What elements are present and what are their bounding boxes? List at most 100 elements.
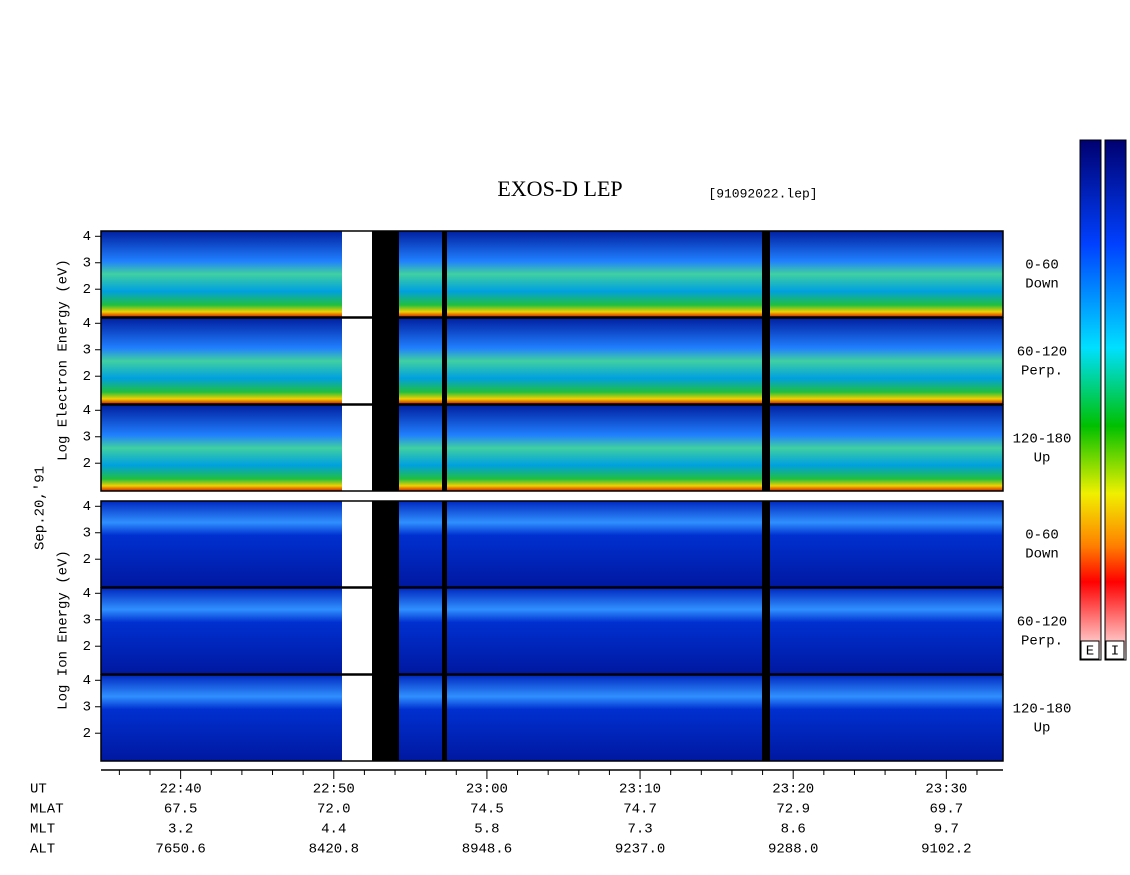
orbit-row-label: MLAT (30, 802, 64, 818)
colorbar-label: E (1086, 644, 1094, 660)
y-tick-label: 4 (83, 586, 91, 602)
y-tick-label: 3 (83, 429, 91, 445)
colorbar-label-box (1080, 640, 1100, 660)
x-tick-label: 23:30 (925, 782, 967, 798)
y-tick-label: 4 (83, 316, 91, 332)
panel-frame (100, 500, 1004, 588)
y-tick-label: 4 (83, 499, 91, 515)
panel-frame (100, 317, 1004, 405)
panel-direction: Perp. (1021, 634, 1063, 650)
x-tick-label: 23:00 (466, 782, 508, 798)
y-tick-label: 3 (83, 612, 91, 628)
y-tick-label: 2 (83, 282, 91, 298)
y-tick-label: 2 (83, 369, 91, 385)
y-tick-label: 4 (83, 403, 91, 419)
data-gap (442, 675, 447, 761)
electron-axis-label: Log Electron Energy (eV) (56, 259, 72, 461)
panel-angle: 120-180 (1013, 702, 1072, 718)
orbit-value: 5.8 (474, 822, 499, 838)
panel-angle: 120-180 (1013, 432, 1072, 448)
orbit-value: 9237.0 (615, 842, 665, 858)
chart-title: EXOS-D LEP (497, 176, 622, 201)
orbit-value: 9.7 (934, 822, 959, 838)
spectrogram-panel (101, 588, 1003, 674)
panel-direction: Up (1034, 451, 1051, 467)
data-gap (342, 318, 372, 404)
data-gap (342, 675, 372, 761)
file-label: [91092022.lep] (708, 186, 817, 201)
orbit-value: 8.6 (781, 822, 806, 838)
y-tick-label: 4 (83, 229, 91, 245)
data-gap (372, 675, 399, 761)
orbit-value: 74.5 (470, 802, 504, 818)
data-gap (762, 231, 770, 317)
data-gap (762, 405, 770, 491)
orbit-value: 74.7 (623, 802, 657, 818)
orbit-row-label: ALT (30, 842, 55, 858)
orbit-value: 69.7 (930, 802, 964, 818)
spectrogram-panel (101, 231, 1003, 317)
data-gap (372, 318, 399, 404)
ion-axis-label: Log Ion Energy (eV) (56, 550, 72, 710)
time-row-label: UT (30, 782, 47, 798)
y-tick-label: 3 (83, 255, 91, 271)
panel-direction: Down (1025, 277, 1059, 293)
orbit-value: 8420.8 (309, 842, 359, 858)
y-tick-label: 2 (83, 639, 91, 655)
data-gap (342, 588, 372, 674)
orbit-value: 7.3 (627, 822, 652, 838)
data-gap (762, 588, 770, 674)
y-tick-label: 2 (83, 456, 91, 472)
colorbar-label: I (1111, 644, 1119, 660)
orbit-value: 8948.6 (462, 842, 512, 858)
date-label: Sep.20,'91 (33, 466, 49, 550)
y-tick-label: 3 (83, 342, 91, 358)
data-gap (762, 318, 770, 404)
orbit-value: 72.9 (776, 802, 810, 818)
orbit-value: 9102.2 (921, 842, 971, 858)
data-gap (372, 405, 399, 491)
data-gap (342, 405, 372, 491)
panel-frame (100, 404, 1004, 492)
x-tick-label: 23:20 (772, 782, 814, 798)
panel-angle: 0-60 (1025, 528, 1059, 544)
panel-direction: Down (1025, 547, 1059, 563)
spectrogram-panel (101, 405, 1003, 491)
y-tick-label: 3 (83, 699, 91, 715)
orbit-value: 9288.0 (768, 842, 818, 858)
data-gap (342, 501, 372, 587)
panel-frame (100, 587, 1004, 675)
y-tick-label: 2 (83, 726, 91, 742)
data-gap (442, 405, 447, 491)
data-gap (442, 588, 447, 674)
panel-direction: Perp. (1021, 364, 1063, 380)
data-gap (372, 231, 399, 317)
y-tick-label: 4 (83, 673, 91, 689)
data-gap (442, 501, 447, 587)
panel-direction: Up (1034, 721, 1051, 737)
y-tick-label: 3 (83, 525, 91, 541)
colorbar (1079, 139, 1102, 661)
panel-frame (100, 230, 1004, 318)
panel-angle: 60-120 (1017, 345, 1067, 361)
data-gap (342, 231, 372, 317)
data-gap (762, 675, 770, 761)
x-tick-label: 23:10 (619, 782, 661, 798)
orbit-value: 4.4 (321, 822, 346, 838)
orbit-value: 67.5 (164, 802, 198, 818)
panel-angle: 60-120 (1017, 615, 1067, 631)
y-tick-label: 2 (83, 552, 91, 568)
panel-frame (100, 674, 1004, 762)
orbit-value: 72.0 (317, 802, 351, 818)
panel-angle: 0-60 (1025, 258, 1059, 274)
spectrogram-panel (101, 675, 1003, 761)
spectrogram-panel (101, 501, 1003, 587)
x-tick-label: 22:50 (313, 782, 355, 798)
orbit-value: 3.2 (168, 822, 193, 838)
orbit-value: 7650.6 (155, 842, 205, 858)
data-gap (372, 501, 399, 587)
colorbar-label-box (1105, 640, 1125, 660)
data-gap (442, 231, 447, 317)
spectrogram-panel (101, 318, 1003, 404)
